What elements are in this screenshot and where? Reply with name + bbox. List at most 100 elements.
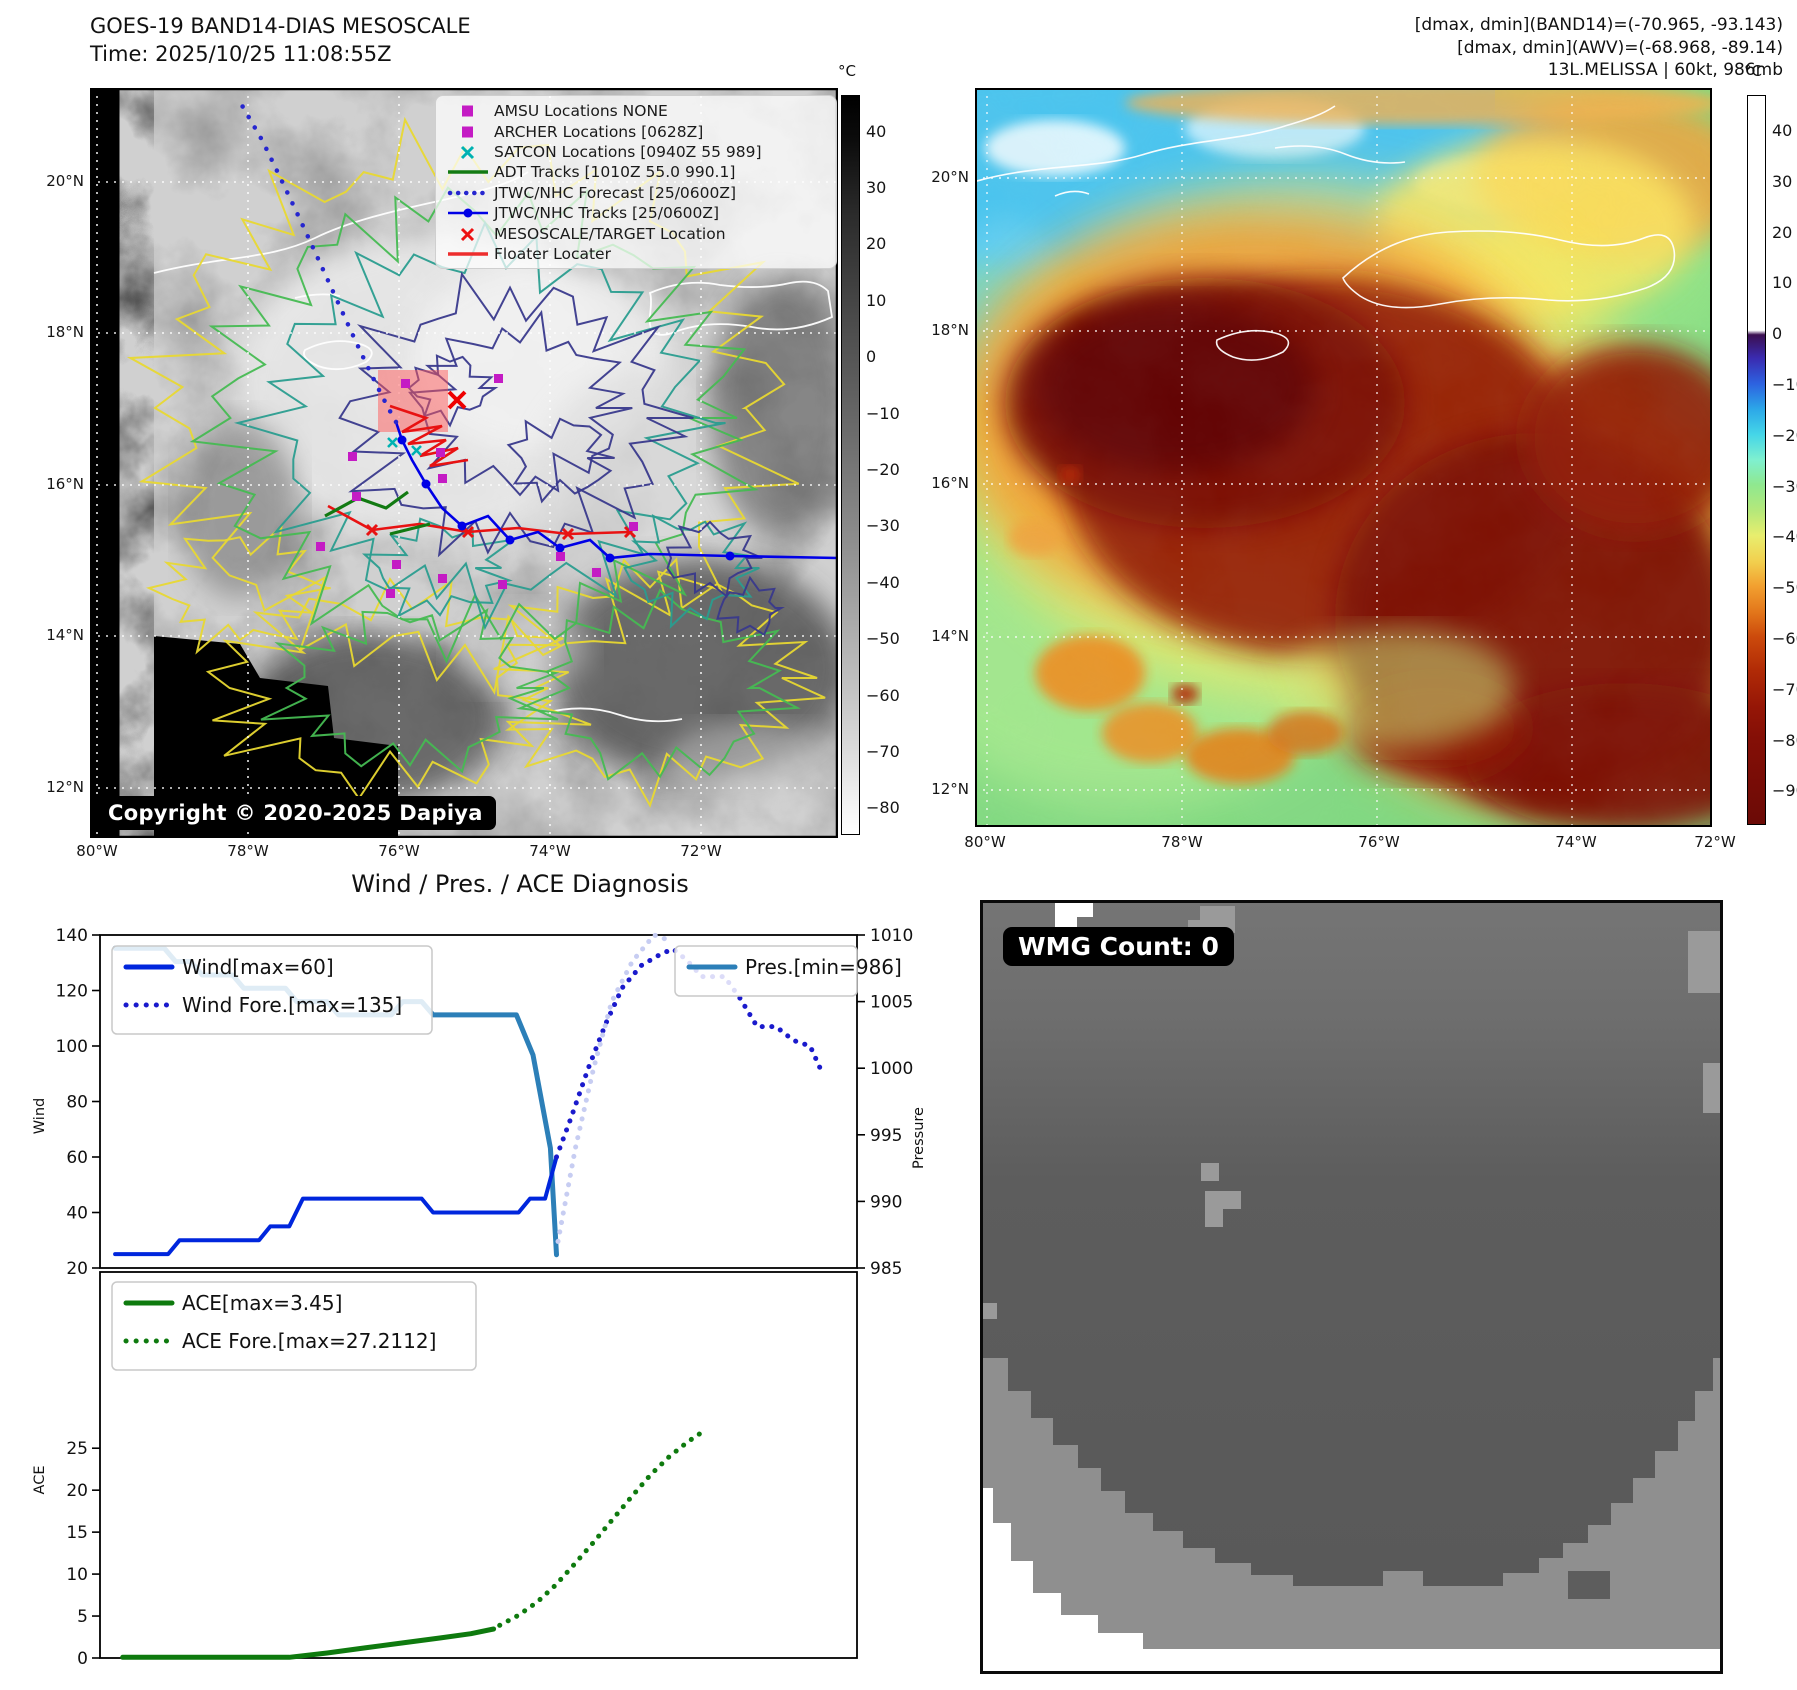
svg-text:995: 995 <box>870 1126 902 1146</box>
coastlines-b <box>975 105 1676 361</box>
lat-axis-b: 20°N 18°N 16°N 14°N 12°N <box>901 88 969 848</box>
legend-item: JTWC/NHC Forecast [25/0600Z] <box>442 183 836 203</box>
dotted-marker-icon <box>442 185 494 201</box>
svg-text:1000: 1000 <box>870 1059 913 1079</box>
square-marker-icon <box>442 103 494 119</box>
gridlines-b <box>975 88 1712 827</box>
svg-text:80: 80 <box>66 1093 88 1113</box>
series-wind-fore-max-135- <box>554 946 824 1160</box>
lat-tick-label: 14°N <box>46 626 84 644</box>
colorbar-band14 <box>841 95 860 835</box>
svg-text:5: 5 <box>77 1607 88 1627</box>
lon-tick-label: 74°W <box>1555 833 1597 851</box>
copyright-badge: Copyright © 2020-2025 Dapiya <box>95 796 496 830</box>
colorbar-ir <box>1747 95 1766 825</box>
colorbar-tick: 40 <box>1772 121 1793 140</box>
lat-tick-label: 16°N <box>46 475 84 493</box>
map-legend: AMSU Locations NONE ARCHER Locations [062… <box>435 95 837 269</box>
legend-item-label: Floater Locater <box>494 244 611 263</box>
colorbar-tick: −60 <box>1772 629 1797 648</box>
colorbar-tick: 0 <box>1772 324 1783 344</box>
cross-marker-icon <box>442 226 494 242</box>
colorbar-a-unit: °C <box>838 62 856 80</box>
legend-item-label: JTWC/NHC Tracks [25/0600Z] <box>494 204 720 223</box>
series-ace-max-3-45- <box>120 1626 497 1660</box>
svg-text:140: 140 <box>56 926 88 946</box>
colorbar-tick: −30 <box>866 516 900 536</box>
colorbar-tick: −20 <box>866 459 900 479</box>
svg-text:20: 20 <box>66 1259 88 1279</box>
panel-b-header: [dmax, dmin](BAND14)=(-70.965, -93.143)[… <box>1415 14 1783 82</box>
svg-text:120: 120 <box>56 982 88 1002</box>
legend-item-label: AMSU Locations NONE <box>494 102 668 121</box>
svg-text:Wind[max=60]: Wind[max=60] <box>182 955 334 979</box>
colorbar-tick: 0 <box>866 347 877 367</box>
archer-fixes <box>316 374 638 598</box>
adt-track <box>324 490 431 536</box>
jtwc-forecast-track <box>237 99 399 425</box>
legend-item-label: ARCHER Locations [0628Z] <box>494 122 704 141</box>
lat-tick-label: 14°N <box>931 627 969 645</box>
lon-tick-label: 80°W <box>76 842 118 860</box>
colorbar-tick: 30 <box>866 177 887 197</box>
svg-text:60: 60 <box>66 1148 88 1168</box>
colorbar-tick: 10 <box>1772 273 1793 293</box>
svg-text:40: 40 <box>66 1204 88 1224</box>
colorbar-tick: −90 <box>1772 781 1797 801</box>
colorbar-b-unit: °C <box>1744 62 1762 80</box>
lat-tick-label: 12°N <box>46 778 84 796</box>
wmg-panel: WMG Count: 0 <box>980 900 1723 1674</box>
cross-marker-icon <box>442 144 494 160</box>
colorbar-tick: −60 <box>866 685 900 705</box>
legend-item-label: SATCON Locations [0940Z 55 989] <box>494 142 762 161</box>
colorbar-tick: −50 <box>1772 578 1797 598</box>
colorbar-tick: −40 <box>1772 527 1797 547</box>
panel-a-title: GOES-19 BAND14-DIAS MESOSCALE Time: 2025/… <box>90 12 471 68</box>
legend-item: MESOSCALE/TARGET Location <box>442 223 836 243</box>
svg-text:1005: 1005 <box>870 993 913 1013</box>
lat-tick-label: 20°N <box>46 172 84 190</box>
legend-item-label: ADT Tracks [1010Z 55.0 990.1] <box>494 163 736 182</box>
lat-tick-label: 18°N <box>931 321 969 339</box>
dmax-awv: [dmax, dmin](AWV)=(-68.968, -89.14) <box>1457 37 1783 58</box>
dmax-band14: [dmax, dmin](BAND14)=(-70.965, -93.143) <box>1414 15 1783 35</box>
svg-text:100: 100 <box>56 1037 88 1057</box>
legend-item: JTWC/NHC Tracks [25/0600Z] <box>442 203 836 223</box>
lon-tick-label: 78°W <box>227 842 269 860</box>
svg-text:Wind: Wind <box>32 1098 48 1134</box>
lon-tick-label: 76°W <box>1358 833 1400 851</box>
line-marker-icon <box>442 164 494 180</box>
lon-tick-label: 72°W <box>1694 833 1736 851</box>
legend-item: AMSU Locations NONE <box>442 101 836 121</box>
svg-text:Wind Fore.[max=135]: Wind Fore.[max=135] <box>182 993 402 1017</box>
colorbar-tick: 40 <box>866 121 887 141</box>
lat-tick-label: 12°N <box>931 780 969 798</box>
lat-tick-label: 20°N <box>931 168 969 186</box>
line-marker-icon <box>442 246 494 262</box>
lat-tick-label: 16°N <box>931 474 969 492</box>
colorbar-tick: −70 <box>866 741 900 761</box>
satcon-x-fixes <box>387 437 422 456</box>
svg-text:Pres.[min=986]: Pres.[min=986] <box>745 955 902 979</box>
svg-text:985: 985 <box>870 1259 902 1279</box>
colorbar-tick: −50 <box>866 629 900 649</box>
series-pres-forecast-partial <box>555 932 676 1244</box>
lon-tick-label: 76°W <box>378 842 420 860</box>
colorbar-tick: 10 <box>866 290 887 310</box>
contour-overlay <box>126 116 826 808</box>
wmg-count-badge: WMG Count: 0 <box>1003 927 1234 966</box>
colorbar-tick: −80 <box>866 798 900 818</box>
svg-text:20: 20 <box>66 1481 88 1501</box>
colorbar-tick: 30 <box>1772 171 1793 191</box>
svg-text:990: 990 <box>870 1192 902 1212</box>
svg-text:ACE Fore.[max=27.2112]: ACE Fore.[max=27.2112] <box>182 1329 436 1353</box>
svg-text:0: 0 <box>77 1649 88 1669</box>
lon-tick-label: 74°W <box>529 842 571 860</box>
legend-item-label: MESOSCALE/TARGET Location <box>494 224 726 243</box>
svg-text:Pressure: Pressure <box>911 1107 927 1169</box>
lon-tick-label: 80°W <box>964 833 1006 851</box>
colorbar-tick: −80 <box>1772 730 1797 750</box>
legend-item: ADT Tracks [1010Z 55.0 990.1] <box>442 162 836 182</box>
square-marker-icon <box>442 124 494 140</box>
colorbar-tick: 20 <box>1772 222 1793 242</box>
